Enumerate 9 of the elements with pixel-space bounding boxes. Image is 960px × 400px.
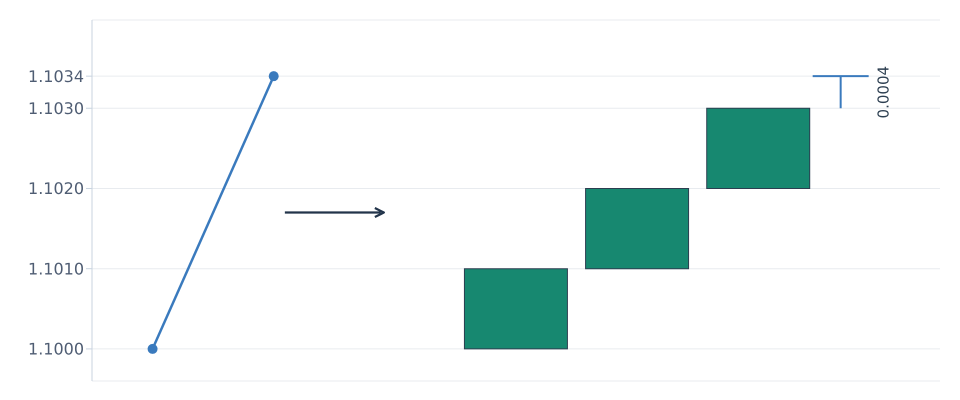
bar (464, 268, 568, 350)
bar (585, 188, 690, 270)
y-tick-label: 1.1000 (28, 340, 84, 359)
annotation: 0.0004 (874, 66, 893, 118)
y-tick-label: 1.1030 (28, 98, 84, 118)
y-tick-label: 1.1034 (28, 66, 84, 86)
bar (706, 108, 810, 189)
y-tick-label: 1.1020 (28, 179, 84, 198)
y-tick-label: 1.1010 (28, 259, 84, 278)
